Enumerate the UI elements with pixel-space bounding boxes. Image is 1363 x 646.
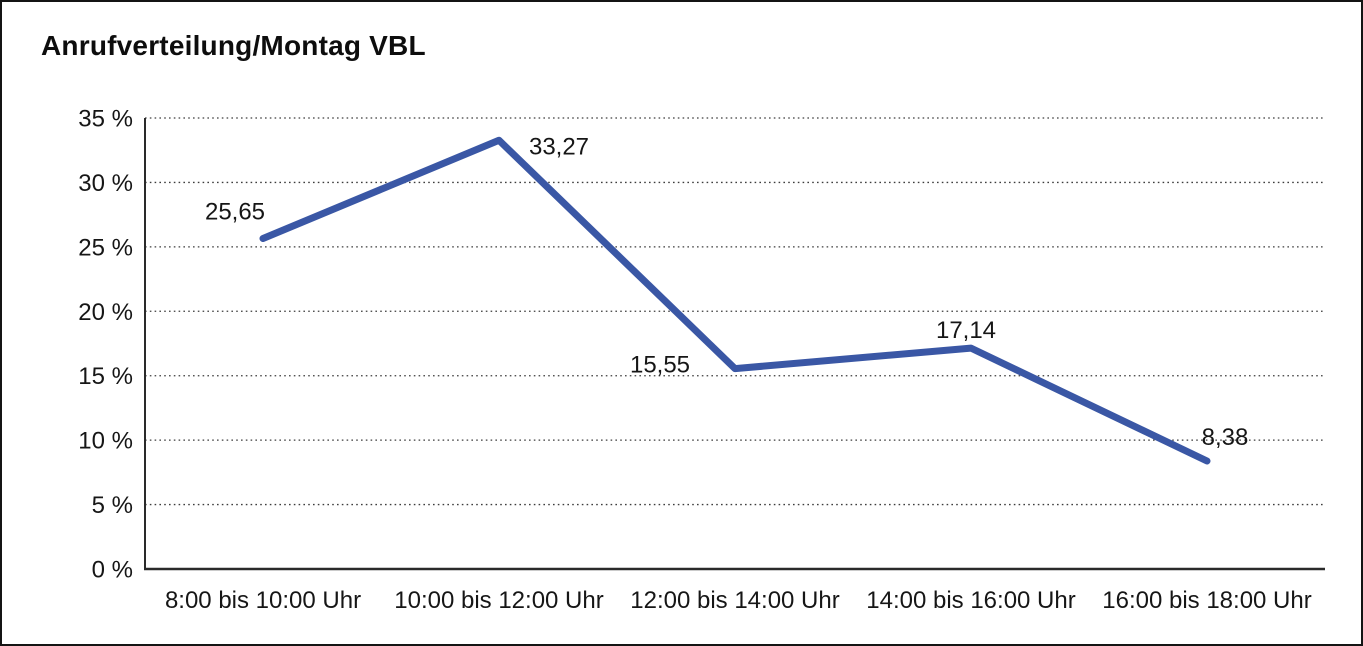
x-category-label: 16:00 bis 18:00 Uhr (1102, 587, 1311, 614)
chart-title: Anrufverteilung/Montag VBL (41, 30, 426, 61)
y-tick-label: 15 % (78, 363, 133, 390)
data-point-label: 17,14 (936, 317, 996, 344)
x-category-label: 8:00 bis 10:00 Uhr (165, 587, 361, 614)
data-point-label: 25,65 (205, 198, 265, 225)
data-point-label: 8,38 (1202, 424, 1249, 451)
x-category-label: 10:00 bis 12:00 Uhr (394, 587, 603, 614)
data-point-label: 15,55 (630, 352, 690, 379)
y-tick-label: 35 % (78, 106, 133, 133)
y-tick-label: 20 % (78, 299, 133, 326)
y-tick-label: 5 % (92, 492, 133, 519)
x-category-label: 14:00 bis 16:00 Uhr (866, 587, 1075, 614)
y-tick-label: 0 % (92, 557, 133, 584)
data-line (259, 136, 1211, 465)
y-tick-label: 10 % (78, 428, 133, 455)
y-tick-label: 25 % (78, 234, 133, 261)
x-category-label: 12:00 bis 14:00 Uhr (630, 587, 839, 614)
data-point-label: 33,27 (529, 133, 589, 160)
y-tick-label: 30 % (78, 170, 133, 197)
